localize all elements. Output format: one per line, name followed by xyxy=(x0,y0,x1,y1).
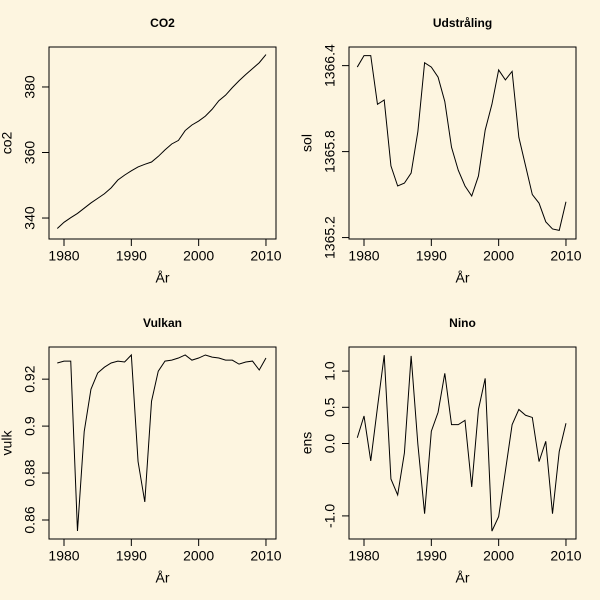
x-tick-label: 1990 xyxy=(116,248,147,264)
x-tick-label: 2000 xyxy=(483,548,514,564)
y-tick-label: 1365.2 xyxy=(322,216,338,259)
y-tick-label: 0.86 xyxy=(22,506,38,533)
y-tick-label: 1366.4 xyxy=(322,44,338,87)
x-tick-label: 1980 xyxy=(48,548,79,564)
x-axis-label: År xyxy=(156,570,170,586)
x-tick-label: 2000 xyxy=(183,248,214,264)
y-tick-label: 1365.8 xyxy=(322,130,338,173)
x-tick-label: 2000 xyxy=(483,248,514,264)
y-axis-label: co2 xyxy=(0,132,15,155)
data-line xyxy=(356,355,567,532)
y-tick-label: 380 xyxy=(22,75,38,99)
y-tick-label: 0.9 xyxy=(22,416,38,436)
x-tick-label: 1980 xyxy=(48,248,79,264)
x-tick-label: 1990 xyxy=(116,548,147,564)
y-tick-label: 0.5 xyxy=(322,397,338,417)
x-axis-label: År xyxy=(456,270,470,286)
y-axis-label: vulk xyxy=(0,430,15,456)
x-tick-label: 1990 xyxy=(416,248,447,264)
plot-box xyxy=(48,46,277,240)
chart-title: Udstråling xyxy=(433,16,492,30)
data-line xyxy=(57,353,267,532)
y-tick-label: -1.0 xyxy=(322,504,338,528)
chart-title: Nino xyxy=(449,316,476,330)
panel: Nino 1980 1990 2000 2010 År -1.0 0.0 0.5 1.0 ens xyxy=(299,316,582,586)
chart-title: CO2 xyxy=(150,16,175,30)
x-tick-label: 1980 xyxy=(348,248,379,264)
data-line xyxy=(356,55,567,231)
x-axis-label: År xyxy=(156,270,170,286)
y-tick-label: 0.92 xyxy=(22,365,38,392)
y-axis-label: sol xyxy=(299,134,315,152)
x-tick-label: 2000 xyxy=(183,548,214,564)
panel: Udstråling 1980 1990 2000 2010 År 1365.2 1365.8… xyxy=(299,16,582,286)
panel: Vulkan 1980 1990 2000 2010 År 0.86 0.88 0.9 0.92 v… xyxy=(0,316,282,586)
panel: CO2 1980 1990 2000 2010 År 340 360 380 co2 xyxy=(0,16,282,286)
x-tick-label: 1980 xyxy=(348,548,379,564)
data-line xyxy=(56,54,267,229)
chart-title: Vulkan xyxy=(143,316,182,330)
y-tick-label: 360 xyxy=(22,141,38,165)
y-tick-label: 0.88 xyxy=(22,459,38,486)
x-tick-label: 1990 xyxy=(416,548,447,564)
x-axis-label: År xyxy=(456,570,470,586)
y-axis-label: ens xyxy=(299,432,315,455)
x-tick-label: 2010 xyxy=(250,248,281,264)
plot-box xyxy=(348,346,577,540)
y-tick-label: 340 xyxy=(22,206,38,230)
x-tick-label: 2010 xyxy=(550,548,581,564)
x-tick-label: 2010 xyxy=(250,548,281,564)
y-tick-label: 0.0 xyxy=(322,434,338,454)
x-tick-label: 2010 xyxy=(550,248,581,264)
y-tick-label: 1.0 xyxy=(322,361,338,381)
